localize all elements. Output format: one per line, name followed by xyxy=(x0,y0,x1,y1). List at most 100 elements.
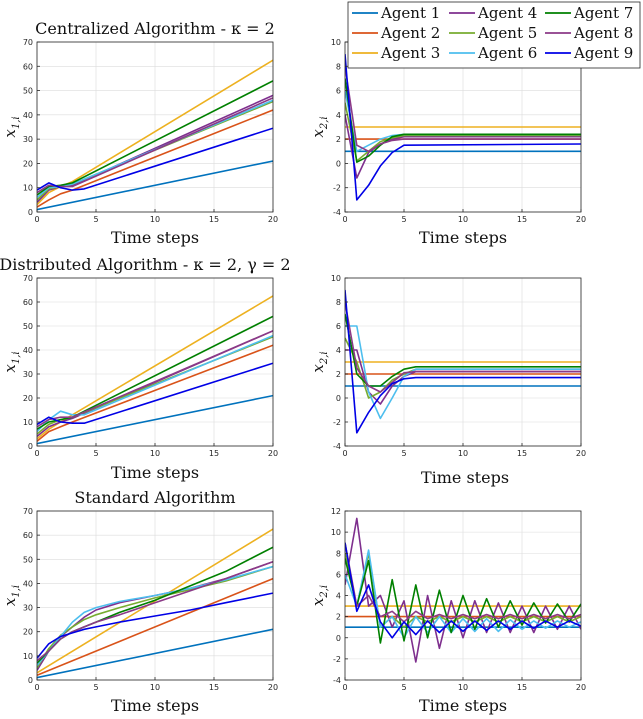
y-tick-label: 2 xyxy=(336,135,341,144)
y-tick-label: 60 xyxy=(23,298,33,307)
y-tick-label: 10 xyxy=(23,184,33,193)
x-tick-label: 15 xyxy=(209,449,219,458)
y-tick-label: 6 xyxy=(336,570,341,579)
y-axis-label: x1,i xyxy=(1,585,22,606)
y-tick-label: 10 xyxy=(331,38,341,47)
y-tick-label: 0 xyxy=(336,634,341,643)
x-tick-label: 20 xyxy=(576,683,586,692)
x-tick-label: 0 xyxy=(342,449,347,458)
y-tick-label: 70 xyxy=(23,274,33,283)
y-tick-label: 30 xyxy=(23,370,33,379)
y-tick-label: 0 xyxy=(28,208,33,217)
x-tick-label: 0 xyxy=(34,683,39,692)
series-line-agent-8 xyxy=(345,542,581,623)
series-line-agent-6 xyxy=(37,565,273,667)
x-tick-label: 10 xyxy=(150,449,160,458)
series-line-agent-1 xyxy=(37,628,273,679)
x-tick-label: 15 xyxy=(209,215,219,224)
y-tick-label: 30 xyxy=(23,604,33,613)
y-tick-label: 4 xyxy=(336,346,341,355)
y-tick-label: 2 xyxy=(336,613,341,622)
y-tick-label: 6 xyxy=(336,322,341,331)
series-line-agent-7 xyxy=(37,80,273,196)
chart-panel-6: 0 5 10 15 20 -4 -2 0 2 4 6 8 10 12 Time steps x2,i xyxy=(309,507,586,715)
stray-time-steps-label: Time steps xyxy=(421,468,509,487)
chart-title: Distributed Algorithm - κ = 2, γ = 2 xyxy=(0,255,291,274)
x-tick-label: 5 xyxy=(93,683,98,692)
y-tick-label: 50 xyxy=(23,555,33,564)
series-line-agent-9 xyxy=(345,289,581,434)
x-axis-label: Time steps xyxy=(111,228,199,247)
series-group xyxy=(37,528,273,679)
series-group xyxy=(345,289,581,434)
series-line-agent-9 xyxy=(345,542,581,639)
y-tick-label: 40 xyxy=(23,346,33,355)
y-tick-label: -4 xyxy=(333,676,341,685)
legend-label-agent-8: Agent 8 xyxy=(573,24,633,42)
y-tick-label: 12 xyxy=(331,507,341,516)
chart-title: Standard Algorithm xyxy=(74,488,235,507)
x-tick-label: 0 xyxy=(34,215,39,224)
y-tick-label: 0 xyxy=(28,442,33,451)
series-line-agent-9 xyxy=(37,592,273,659)
y-tick-label: 6 xyxy=(336,87,341,96)
y-tick-label: 60 xyxy=(23,62,33,71)
x-tick-label: 5 xyxy=(401,449,406,458)
series-group xyxy=(37,59,273,211)
series-line-agent-8 xyxy=(37,330,273,428)
y-tick-label: -4 xyxy=(333,442,341,451)
x-tick-label: 10 xyxy=(458,449,468,458)
y-tick-label: 0 xyxy=(336,159,341,168)
y-axis-label: x2,i xyxy=(309,585,330,606)
chart-panel-5: 0 5 10 15 20 0 10 20 30 40 50 60 70 Standard Algorith… xyxy=(1,488,278,715)
series-group xyxy=(345,54,581,201)
y-tick-label: 10 xyxy=(23,418,33,427)
series-group xyxy=(37,295,273,445)
y-tick-label: 50 xyxy=(23,322,33,331)
y-tick-label: 70 xyxy=(23,38,33,47)
series-line-agent-8 xyxy=(345,301,581,393)
x-tick-label: 20 xyxy=(576,215,586,224)
x-tick-label: 20 xyxy=(576,449,586,458)
x-tick-label: 15 xyxy=(517,683,527,692)
y-axis-label: x2,i xyxy=(309,351,330,372)
y-axis-label: x1,i xyxy=(1,351,22,372)
series-line-agent-7 xyxy=(345,558,581,644)
series-line-agent-1 xyxy=(37,394,273,445)
x-axis-label: Time steps xyxy=(111,463,199,482)
x-tick-label: 15 xyxy=(517,449,527,458)
x-tick-label: 5 xyxy=(93,215,98,224)
y-tick-label: 60 xyxy=(23,531,33,540)
x-tick-label: 20 xyxy=(268,449,278,458)
y-tick-label: 8 xyxy=(336,549,341,558)
x-tick-label: 10 xyxy=(458,215,468,224)
series-line-agent-6 xyxy=(345,325,581,420)
x-axis-label: Time steps xyxy=(419,228,507,247)
legend-label-agent-7: Agent 7 xyxy=(573,4,633,22)
x-tick-label: 10 xyxy=(458,683,468,692)
series-line-agent-7 xyxy=(345,313,581,387)
y-tick-label: 30 xyxy=(23,135,33,144)
legend-label-agent-6: Agent 6 xyxy=(477,44,537,62)
series-line-agent-9 xyxy=(37,127,273,191)
x-tick-label: 0 xyxy=(342,215,347,224)
chart-panel-4: 0 5 10 15 20 -4 -2 0 2 4 6 8 10 x2,i xyxy=(309,274,586,458)
y-tick-label: -2 xyxy=(333,184,341,193)
y-tick-label: 0 xyxy=(28,676,33,685)
x-tick-label: 5 xyxy=(401,215,406,224)
y-tick-label: 8 xyxy=(336,62,341,71)
chart-panel-2: 0 5 10 15 20 -4 -2 0 2 4 6 8 10 Time steps x2,i xyxy=(309,38,586,247)
y-tick-label: 10 xyxy=(331,274,341,283)
y-tick-label: 40 xyxy=(23,579,33,588)
legend-box xyxy=(347,1,641,69)
x-tick-label: 0 xyxy=(34,449,39,458)
x-tick-label: 5 xyxy=(93,449,98,458)
y-tick-label: 0 xyxy=(336,394,341,403)
x-tick-label: 15 xyxy=(209,683,219,692)
series-line-agent-8 xyxy=(37,560,273,662)
x-axis-label: Time steps xyxy=(111,696,199,715)
y-tick-label: 20 xyxy=(23,159,33,168)
series-line-agent-1 xyxy=(37,160,273,211)
